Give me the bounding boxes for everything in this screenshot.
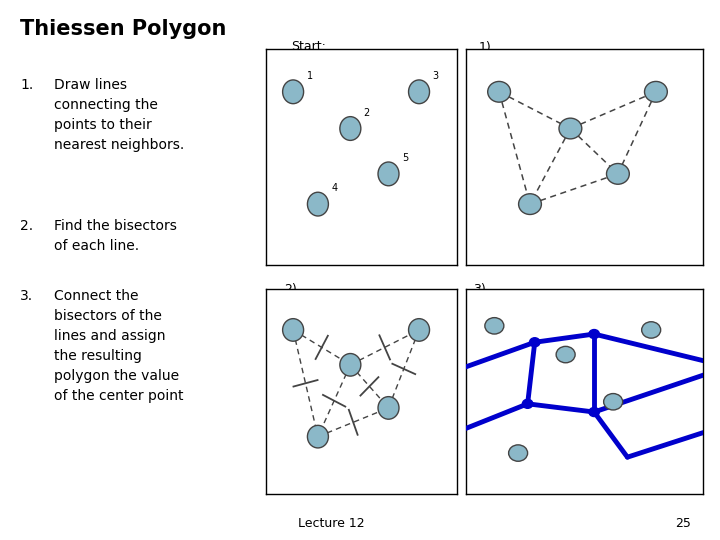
Text: 3): 3) (473, 284, 486, 296)
Circle shape (307, 192, 328, 216)
Text: Thiessen Polygon: Thiessen Polygon (20, 19, 227, 39)
Circle shape (518, 194, 541, 214)
Text: Find the bisectors
of each line.: Find the bisectors of each line. (54, 219, 177, 253)
Text: 1.: 1. (20, 78, 33, 92)
Text: 2.: 2. (20, 219, 33, 233)
Circle shape (606, 164, 629, 184)
Text: Connect the
bisectors of the
lines and assign
the resulting
polygon the value
of: Connect the bisectors of the lines and a… (54, 289, 184, 403)
Circle shape (378, 396, 399, 419)
Circle shape (485, 318, 504, 334)
Text: 2): 2) (284, 284, 297, 296)
Circle shape (307, 426, 328, 448)
Text: Lecture 12: Lecture 12 (298, 517, 364, 530)
Circle shape (644, 82, 667, 102)
Circle shape (408, 319, 430, 341)
Circle shape (589, 408, 599, 416)
Circle shape (283, 80, 304, 104)
Circle shape (340, 354, 361, 376)
Text: 3: 3 (433, 71, 438, 81)
Text: 2: 2 (364, 107, 370, 118)
Circle shape (508, 445, 528, 461)
Circle shape (283, 319, 304, 341)
Text: 4: 4 (331, 183, 338, 193)
Circle shape (556, 346, 575, 363)
Text: 3.: 3. (20, 289, 33, 303)
Text: 1): 1) (479, 40, 492, 53)
Text: 25: 25 (675, 517, 691, 530)
Circle shape (523, 399, 533, 408)
Circle shape (487, 82, 510, 102)
Circle shape (589, 329, 599, 339)
Circle shape (642, 322, 661, 338)
Circle shape (559, 118, 582, 139)
Text: Start:: Start: (292, 40, 326, 53)
Text: Draw lines
connecting the
points to their
nearest neighbors.: Draw lines connecting the points to thei… (54, 78, 184, 152)
Circle shape (603, 394, 623, 410)
Circle shape (408, 80, 430, 104)
Circle shape (378, 162, 399, 186)
Circle shape (340, 117, 361, 140)
Text: 5: 5 (402, 153, 408, 163)
Text: 1: 1 (307, 71, 312, 81)
Circle shape (529, 338, 540, 347)
